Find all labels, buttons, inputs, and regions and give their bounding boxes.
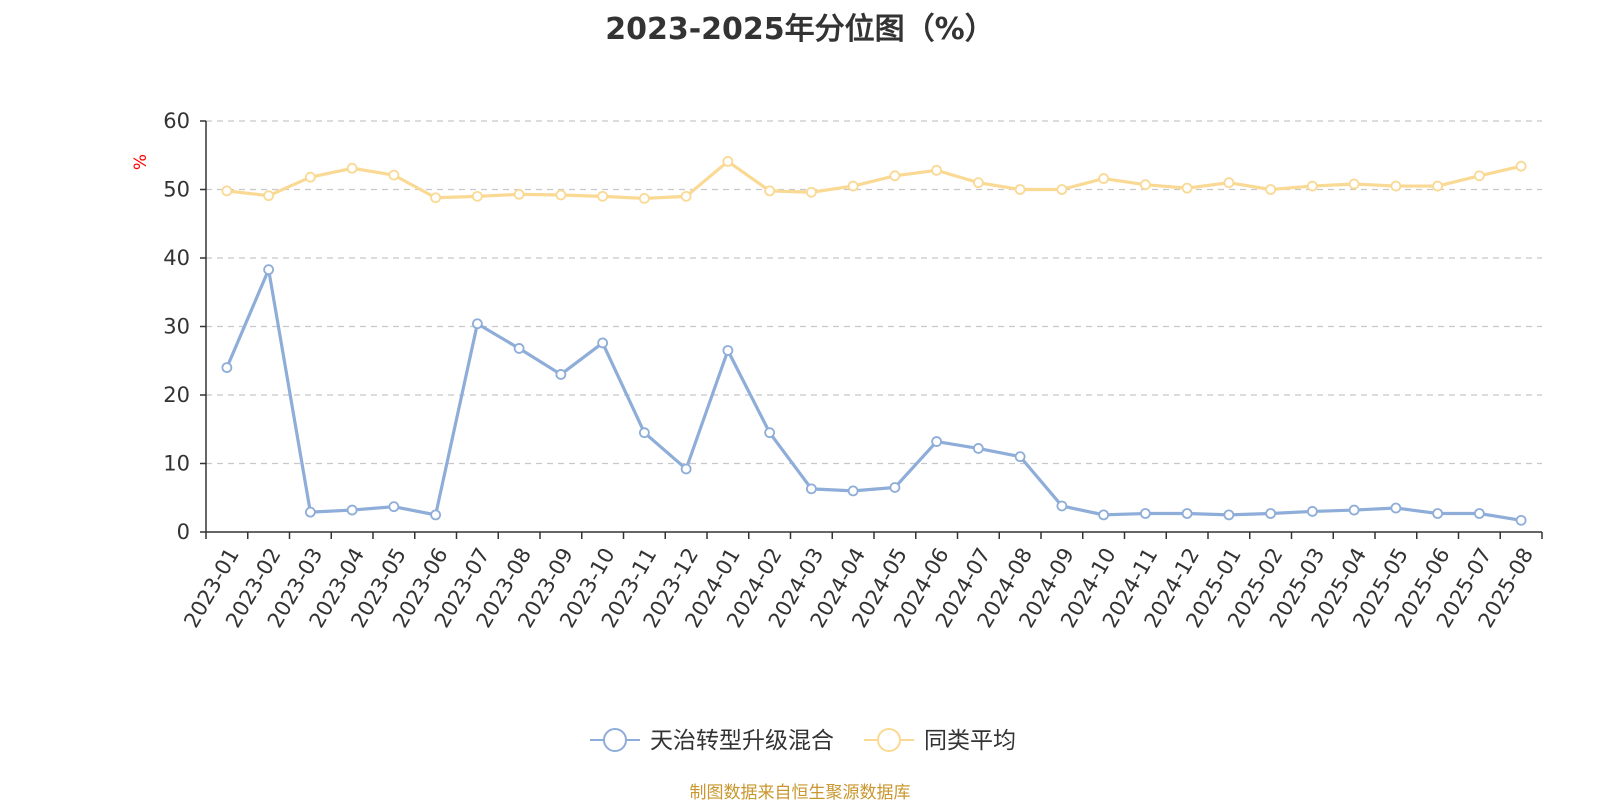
data-point[interactable] bbox=[1139, 179, 1151, 191]
data-point[interactable] bbox=[764, 427, 776, 439]
data-point[interactable] bbox=[597, 337, 609, 349]
data-point[interactable] bbox=[346, 504, 358, 516]
legend-label: 天治转型升级混合 bbox=[650, 728, 834, 754]
data-point[interactable] bbox=[471, 318, 483, 330]
series-1 bbox=[221, 264, 1527, 526]
data-point[interactable] bbox=[764, 185, 776, 197]
data-point[interactable] bbox=[1306, 506, 1318, 517]
data-point[interactable] bbox=[388, 169, 400, 181]
data-point[interactable] bbox=[972, 177, 984, 189]
data-point[interactable] bbox=[1056, 500, 1068, 512]
data-point[interactable] bbox=[555, 369, 567, 380]
y-axis-unit-label: % bbox=[131, 154, 151, 170]
data-point[interactable] bbox=[1306, 180, 1318, 192]
legend-item-1[interactable]: 天治转型升级混合 bbox=[590, 728, 834, 754]
series-line bbox=[226, 159, 1522, 201]
data-point[interactable] bbox=[263, 190, 275, 202]
data-point[interactable] bbox=[555, 189, 567, 201]
data-point[interactable] bbox=[1181, 508, 1193, 519]
data-point[interactable] bbox=[847, 485, 859, 497]
y-tick-label: 30 bbox=[163, 315, 190, 339]
data-point[interactable] bbox=[1014, 451, 1026, 463]
data-point[interactable] bbox=[1348, 178, 1360, 190]
data-point[interactable] bbox=[304, 506, 316, 518]
data-point[interactable] bbox=[889, 170, 901, 182]
y-tick-label: 0 bbox=[177, 520, 190, 544]
data-point[interactable] bbox=[1515, 514, 1527, 526]
data-point[interactable] bbox=[430, 192, 442, 204]
data-point[interactable] bbox=[513, 188, 525, 200]
data-point[interactable] bbox=[805, 483, 817, 495]
data-point[interactable] bbox=[722, 345, 734, 356]
data-point[interactable] bbox=[1014, 184, 1026, 195]
legend-marker-icon bbox=[603, 728, 627, 752]
data-point[interactable] bbox=[680, 463, 692, 475]
data-point[interactable] bbox=[1473, 508, 1485, 519]
data-point[interactable] bbox=[1390, 180, 1402, 192]
data-point[interactable] bbox=[1139, 508, 1151, 519]
data-point[interactable] bbox=[1098, 173, 1110, 184]
data-point[interactable] bbox=[680, 190, 692, 202]
data-point[interactable] bbox=[346, 162, 358, 174]
data-point[interactable] bbox=[638, 193, 650, 204]
data-point[interactable] bbox=[1181, 182, 1193, 194]
legend-marker-icon bbox=[877, 728, 901, 752]
data-point[interactable] bbox=[1098, 509, 1110, 521]
series-line bbox=[225, 268, 1522, 522]
data-point[interactable] bbox=[722, 156, 734, 167]
data-point[interactable] bbox=[1473, 170, 1485, 182]
data-point[interactable] bbox=[1223, 509, 1235, 521]
data-point[interactable] bbox=[889, 482, 901, 493]
data-point[interactable] bbox=[805, 186, 817, 198]
data-point[interactable] bbox=[471, 190, 483, 202]
chart-title: 2023-2025年分位图（%） bbox=[605, 12, 995, 47]
data-point[interactable] bbox=[1432, 508, 1444, 519]
y-tick-label: 40 bbox=[163, 246, 190, 270]
data-point[interactable] bbox=[1265, 508, 1277, 519]
data-point[interactable] bbox=[1515, 160, 1527, 172]
data-point[interactable] bbox=[1223, 177, 1235, 189]
data-point[interactable] bbox=[972, 443, 984, 454]
legend-item-2[interactable]: 同类平均 bbox=[864, 728, 1016, 754]
data-point[interactable] bbox=[931, 164, 943, 176]
source-note: 制图数据来自恒生聚源数据库 bbox=[689, 783, 911, 803]
data-point[interactable] bbox=[221, 362, 233, 374]
data-point[interactable] bbox=[263, 264, 275, 276]
y-tick-label: 60 bbox=[163, 109, 190, 133]
y-tick-label: 10 bbox=[163, 452, 190, 476]
data-point[interactable] bbox=[1265, 184, 1277, 195]
data-point[interactable] bbox=[221, 185, 233, 197]
legend-label: 同类平均 bbox=[924, 728, 1016, 754]
data-point[interactable] bbox=[847, 180, 859, 192]
data-point[interactable] bbox=[388, 501, 400, 513]
data-point[interactable] bbox=[1390, 502, 1402, 514]
data-point[interactable] bbox=[304, 171, 316, 183]
legend[interactable]: 天治转型升级混合 同类平均 bbox=[590, 728, 1016, 754]
y-tick-label: 20 bbox=[163, 383, 190, 407]
data-point[interactable] bbox=[931, 436, 943, 447]
series-lines bbox=[221, 156, 1527, 526]
data-point[interactable] bbox=[1432, 180, 1444, 192]
series-2 bbox=[221, 156, 1527, 204]
data-point[interactable] bbox=[430, 509, 442, 521]
data-point[interactable] bbox=[638, 427, 650, 439]
data-point[interactable] bbox=[597, 190, 609, 202]
data-point[interactable] bbox=[1348, 504, 1360, 516]
grid-lines bbox=[206, 120, 1542, 465]
y-tick-label: 50 bbox=[163, 178, 190, 202]
data-point[interactable] bbox=[1056, 184, 1068, 195]
data-point[interactable] bbox=[513, 343, 525, 354]
